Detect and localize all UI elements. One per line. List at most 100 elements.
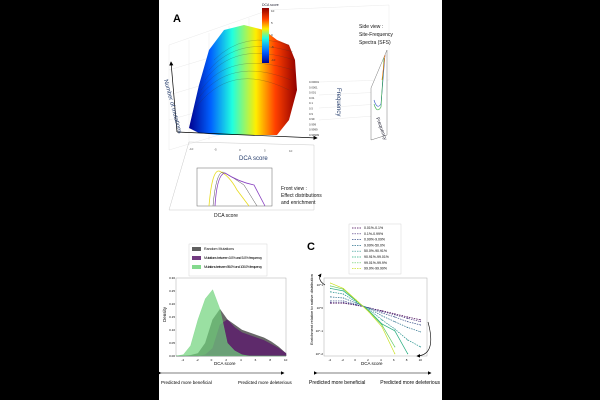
front-inset — [196, 167, 273, 207]
enrichment-point — [329, 300, 331, 302]
plot-b-xtick: 10 — [284, 358, 288, 362]
plot-b-xtick: 4 — [240, 358, 242, 362]
plot-c-xlabel: DCA score — [361, 361, 383, 366]
sfs-curve — [381, 54, 386, 81]
enrichment-point — [381, 312, 383, 314]
side-view-text: Side view : — [359, 24, 383, 30]
plot-b-ytick: 0.25 — [169, 289, 175, 293]
side-view-text: Spectra (SFS) — [359, 40, 391, 46]
front-view-text: and enrichment — [281, 200, 316, 206]
front-plane — [168, 141, 315, 211]
enrichment-point — [355, 304, 357, 306]
enrichment-point — [342, 302, 344, 304]
enrichment-point — [342, 297, 344, 299]
panel-a: A DCA score 10 5 0 -5 -10 Side view : Si… — [162, 3, 393, 219]
enrichment-point — [368, 311, 370, 313]
enrichment-point — [329, 296, 331, 298]
enrichment-point — [381, 326, 383, 328]
sfs-curve — [373, 57, 385, 111]
freq-tick: 0.01 — [309, 96, 315, 100]
enrichment-point — [329, 285, 331, 287]
freq-tick: 0.9 — [309, 112, 313, 116]
plot-c-xtick: 0 — [354, 358, 356, 362]
surface-3d — [189, 25, 297, 135]
enrichment-point — [420, 321, 422, 323]
plot-c-ylabel: Enrichment relative to native distributi… — [309, 274, 314, 345]
enrichment-point — [394, 313, 396, 315]
legend-label: Mutations between 95.0% and 100.0% frequ… — [204, 265, 262, 269]
enrichment-point — [381, 323, 383, 325]
enrichment-point — [342, 293, 344, 295]
legend-label: 99.9%-99.99% — [364, 267, 387, 271]
plot-c-xtick: 4 — [380, 358, 382, 362]
enrichment-point — [394, 321, 396, 323]
freq-tick: 0.999 — [309, 122, 316, 126]
enrichment-point — [355, 301, 357, 303]
plot-b-xtick: 2 — [225, 358, 227, 362]
enrichment-point — [420, 319, 422, 321]
enrichment-line-3 — [330, 296, 421, 333]
freq-axis-label: Frequency — [335, 88, 341, 116]
colorbar — [262, 8, 269, 63]
enrichment-point — [407, 339, 409, 341]
dca-tick: -10 — [189, 147, 194, 151]
plot-c-ytick: 10^1 — [317, 283, 324, 287]
legend-label: 90.91%-99.01% — [364, 255, 389, 259]
plot-b-xtick: 0 — [211, 358, 213, 362]
freq-tick: 0.00001 — [309, 80, 320, 84]
enrichment-point — [394, 330, 396, 332]
enrichment-point — [407, 321, 409, 323]
plot-c-right-text: Predicted more deleterious — [380, 380, 440, 386]
y-axis-arrow — [169, 61, 178, 133]
freq-tick: 0.99 — [309, 117, 315, 121]
enrichment-point — [355, 299, 357, 301]
dca-tick: 0 — [239, 148, 241, 152]
plot-b-legend — [188, 243, 268, 277]
freq-tick: 0.99999 — [309, 133, 320, 137]
plot-b-xtick: 8 — [269, 358, 271, 362]
y-axis-label: Number of mutations — [162, 79, 182, 134]
freq-tick: 0.1 — [309, 101, 313, 105]
side-view-text: Site-Frequency — [359, 32, 393, 38]
enrichment-point — [329, 287, 331, 289]
enrichment-point — [394, 346, 396, 348]
enrichment-point — [420, 324, 422, 326]
legend-swatch — [192, 256, 201, 260]
plot-b-xtick: 6 — [255, 358, 257, 362]
enrichment-point — [407, 317, 409, 319]
enrichment-point — [368, 307, 370, 309]
colorbar-tick: 0 — [271, 33, 273, 37]
enrichment-point — [329, 282, 331, 284]
enrichment-point — [368, 308, 370, 310]
plot-b-xtick: -4 — [181, 358, 184, 362]
enrichment-line-7 — [330, 282, 396, 354]
colorbar-tick: 10 — [271, 9, 275, 13]
x-axis-arrow — [176, 131, 318, 140]
plot-c-xtick: 8 — [406, 358, 408, 362]
enrichment-point — [381, 324, 383, 326]
plot-c-left-text: Predicted more beneficial — [309, 380, 365, 386]
plot-c-ytick: 10^0 — [317, 306, 324, 310]
plot-b-xtick: -2 — [196, 358, 199, 362]
plot-b-xlabel: DCA score — [214, 361, 236, 366]
freq-tick: 0.0001 — [309, 85, 318, 89]
enrichment-point — [342, 300, 344, 302]
density-area-2 — [175, 289, 286, 357]
enrichment-point — [420, 331, 422, 333]
surface-contours — [193, 39, 295, 111]
plot-c-xtick: 10 — [419, 358, 423, 362]
enrichment-point — [394, 328, 396, 330]
colorbar-title: DCA score — [262, 3, 279, 7]
plot-b-ytick: 0.30 — [169, 276, 175, 280]
legend-label: Random Mutations — [204, 247, 234, 251]
freq-tick: 0.9999 — [309, 128, 318, 132]
enrichment-point — [342, 290, 344, 292]
plot-b-ytick: 0.10 — [169, 328, 175, 332]
plot-b-ylabel: Density — [162, 306, 167, 322]
enrichment-point — [420, 346, 422, 348]
plot-c-xtick: 2 — [367, 358, 369, 362]
enrichment-point — [329, 291, 331, 293]
enrichment-line-1 — [330, 302, 421, 323]
inset-axis-label: DCA score — [214, 213, 238, 219]
